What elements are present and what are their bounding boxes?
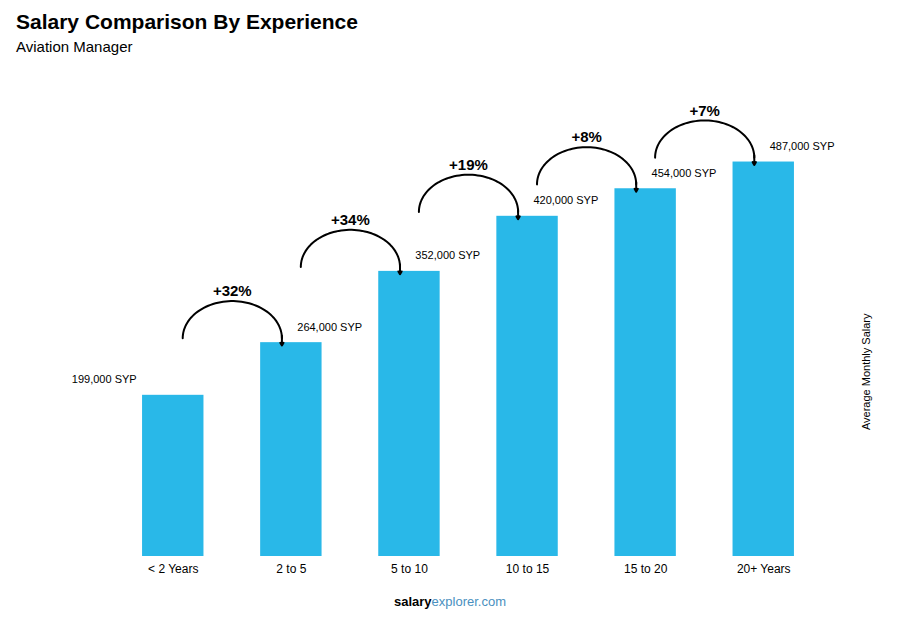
html-text:salary explorer.com: salary explorer.com (394, 594, 506, 609)
svg-text:199,000 SYP: 199,000 SYP (72, 373, 137, 385)
svg-text:+7%: +7% (689, 102, 719, 119)
svg-text:20+ Years: 20+ Years (737, 562, 791, 576)
svg-text:487,000 SYP: 487,000 SYP (770, 140, 835, 152)
svg-text:+34%: +34% (331, 211, 370, 228)
svg-text:+8%: +8% (571, 128, 601, 145)
svg-text:15 to 20: 15 to 20 (624, 562, 668, 576)
svg-text:352,000 SYP: 352,000 SYP (415, 249, 480, 261)
svg-text:< 2 Years: < 2 Years (148, 562, 198, 576)
svg-text:+32%: +32% (213, 282, 252, 299)
svg-text:420,000 SYP: 420,000 SYP (533, 194, 598, 206)
svg-text:10 to 15: 10 to 15 (506, 562, 550, 576)
svg-text:+19%: +19% (449, 156, 488, 173)
svg-text:5 to 10: 5 to 10 (391, 562, 428, 576)
svg-text:264,000 SYP: 264,000 SYP (297, 321, 362, 333)
svg-text:Average Monthly Salary: Average Monthly Salary (860, 313, 872, 430)
svg-text:2 to 5: 2 to 5 (276, 562, 306, 576)
html-text:Salary Comparison By Experienc: Salary Comparison By Experience (16, 10, 358, 33)
svg-text:454,000 SYP: 454,000 SYP (652, 167, 717, 179)
html-text:Aviation Manager: Aviation Manager (16, 38, 133, 55)
